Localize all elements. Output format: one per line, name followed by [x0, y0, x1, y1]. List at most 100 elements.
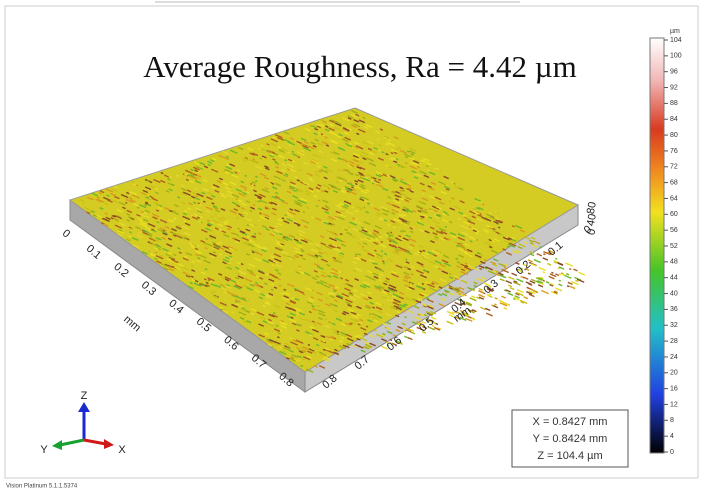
texture	[360, 189, 368, 194]
texture	[362, 297, 369, 301]
texture	[399, 164, 407, 169]
texture	[226, 266, 233, 270]
texture	[299, 197, 308, 202]
texture	[331, 243, 338, 248]
texture	[508, 276, 515, 281]
texture	[129, 231, 133, 234]
texture	[187, 285, 194, 290]
texture	[224, 186, 231, 191]
texture	[155, 209, 160, 212]
texture	[291, 322, 297, 326]
texture	[360, 258, 367, 263]
texture	[195, 253, 200, 257]
texture	[235, 188, 243, 193]
texture	[479, 267, 483, 271]
texture	[359, 318, 364, 322]
texture	[222, 284, 227, 288]
texture	[295, 339, 304, 345]
texture	[301, 200, 307, 205]
texture	[473, 281, 478, 285]
texture	[168, 175, 173, 179]
texture	[421, 282, 425, 286]
texture	[473, 284, 477, 288]
texture	[288, 357, 296, 362]
texture	[456, 298, 464, 303]
texture	[390, 151, 394, 155]
texture	[402, 206, 410, 211]
texture	[341, 312, 347, 316]
texture	[451, 197, 455, 200]
texture	[541, 289, 549, 295]
texture	[391, 211, 396, 215]
texture	[106, 194, 110, 198]
texture	[340, 322, 346, 327]
texture	[140, 191, 147, 196]
texture	[448, 200, 452, 203]
texture	[386, 326, 391, 330]
texture	[414, 316, 422, 321]
texture	[157, 228, 165, 233]
texture	[374, 285, 382, 290]
texture	[423, 313, 428, 317]
texture	[373, 241, 379, 245]
texture	[310, 160, 316, 165]
texture	[306, 350, 313, 354]
texture	[311, 276, 318, 281]
texture	[389, 240, 392, 243]
texture	[278, 149, 286, 154]
texture	[201, 191, 206, 195]
texture	[345, 210, 354, 215]
texture	[311, 304, 315, 308]
texture	[225, 193, 234, 198]
texture	[280, 177, 286, 182]
colorbar-tick-label: 0	[670, 449, 674, 456]
texture	[538, 266, 546, 272]
texture	[360, 327, 367, 331]
texture	[220, 208, 226, 212]
texture	[316, 265, 324, 270]
texture	[475, 206, 481, 210]
texture	[237, 275, 244, 280]
texture	[216, 217, 224, 221]
texture	[211, 202, 215, 205]
texture	[405, 327, 411, 332]
texture	[283, 288, 287, 292]
texture	[175, 174, 180, 178]
texture	[196, 160, 199, 164]
texture	[155, 237, 162, 241]
texture	[566, 285, 570, 288]
texture	[409, 243, 415, 247]
texture	[277, 238, 286, 243]
texture	[347, 115, 354, 119]
texture	[209, 228, 212, 232]
texture	[332, 151, 340, 156]
texture	[355, 157, 360, 161]
texture	[390, 299, 394, 302]
texture	[515, 292, 520, 296]
texture	[214, 209, 220, 213]
texture	[104, 212, 108, 215]
texture	[318, 169, 322, 173]
texture	[183, 255, 188, 259]
texture	[404, 161, 408, 165]
texture	[284, 159, 288, 162]
texture	[373, 229, 380, 234]
texture	[441, 218, 450, 223]
texture	[335, 210, 342, 215]
texture	[478, 265, 485, 269]
texture	[285, 306, 292, 310]
texture	[277, 247, 284, 251]
texture	[399, 230, 403, 233]
texture	[266, 143, 270, 146]
texture	[396, 310, 401, 314]
texture	[373, 329, 377, 332]
texture	[274, 225, 278, 228]
texture	[211, 221, 215, 224]
texture	[393, 151, 398, 155]
texture	[126, 209, 133, 214]
texture	[114, 185, 118, 188]
texture	[426, 305, 434, 310]
texture	[359, 176, 365, 180]
texture	[268, 195, 273, 199]
texture	[356, 132, 360, 136]
